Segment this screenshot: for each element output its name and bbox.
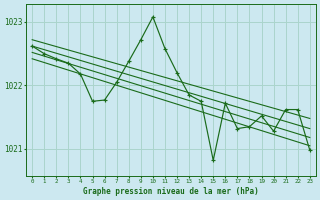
X-axis label: Graphe pression niveau de la mer (hPa): Graphe pression niveau de la mer (hPa) (83, 187, 259, 196)
